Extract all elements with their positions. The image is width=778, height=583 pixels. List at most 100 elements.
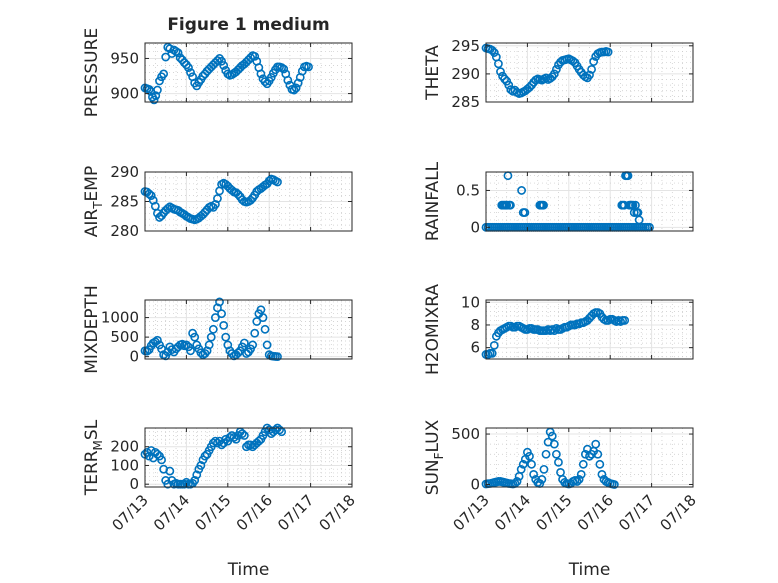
data-point: [248, 340, 258, 350]
data-point: [283, 75, 293, 85]
data-point: [262, 340, 272, 350]
data-point: [551, 65, 561, 74]
data-point: [210, 313, 220, 322]
data-point: [213, 438, 222, 448]
figure-title: Figure 1 medium: [167, 15, 329, 35]
x-tick-label: 07/13: [109, 491, 152, 534]
x-tick-label: 07/15: [532, 491, 575, 534]
data-point: [593, 449, 603, 459]
data-point: [529, 469, 539, 479]
data-point: [549, 326, 559, 336]
x-tick-label: 07/13: [450, 491, 493, 534]
data-point: [279, 64, 289, 74]
data-point: [500, 74, 510, 84]
data-point: [293, 78, 303, 88]
data-point: [527, 459, 536, 469]
y-axis-label: RAINFALL: [423, 161, 443, 241]
data-point: [487, 45, 497, 55]
y-tick-label: 500: [110, 328, 139, 346]
data-point: [165, 466, 175, 476]
y-tick-label: 285: [110, 193, 139, 211]
data-point: [572, 477, 582, 486]
axes-frame: [144, 299, 353, 360]
y-tick-label: 0: [129, 348, 139, 366]
data-point: [260, 324, 270, 334]
subplot-pressure: 900 950 PRESSURE: [82, 28, 353, 117]
data-point: [576, 469, 586, 479]
data-point: [547, 431, 557, 441]
data-point: [516, 464, 526, 474]
axes-frame: [485, 171, 694, 232]
data-point: [250, 328, 260, 338]
data-series: [140, 174, 282, 225]
data-point: [221, 332, 231, 342]
data-point: [506, 200, 515, 210]
y-axis-label-sub: M: [91, 440, 105, 450]
data-point: [254, 436, 264, 446]
y-axis-label: SUNFLUX: [423, 419, 446, 495]
data-point: [258, 313, 268, 322]
x-tick-label: 07/15: [191, 491, 234, 534]
x-axis-label: Time: [568, 560, 611, 580]
data-point: [549, 439, 559, 449]
data-point: [504, 80, 514, 90]
data-point: [144, 84, 154, 94]
grid: [485, 300, 694, 359]
data-point: [518, 459, 528, 469]
data-point: [200, 451, 210, 461]
x-tick-label: 07/17: [615, 491, 658, 534]
data-point: [153, 85, 162, 95]
data-point: [246, 195, 255, 205]
y-axis-label: TERRMSL: [82, 419, 105, 496]
data-point: [242, 442, 251, 452]
data-point: [554, 457, 563, 467]
y-tick-label: 0: [470, 218, 480, 236]
data-point: [595, 459, 605, 469]
y-axis-label-rest: EMP: [82, 166, 102, 202]
data-point: [221, 434, 231, 444]
y-tick-label: 0.5: [456, 181, 480, 199]
subplot-h2omixra: 6 8 10 H2OMIXRA: [423, 284, 694, 375]
y-tick-label: 500: [451, 425, 480, 443]
data-point: [239, 431, 249, 440]
y-axis-label: H2OMIXRA: [423, 284, 443, 375]
data-point: [634, 215, 644, 225]
y-tick-label: 295: [451, 37, 480, 55]
data-point: [589, 57, 599, 66]
subplot-terr_msl: 0100200TERRMSL07/1307/1407/1507/1607/170…: [82, 419, 359, 580]
data-point: [266, 73, 276, 82]
data-point: [512, 477, 522, 486]
data-point: [204, 340, 214, 350]
y-axis-label-rest: SL: [82, 419, 102, 440]
data-point: [186, 68, 195, 77]
data-point: [151, 91, 161, 101]
data-point: [163, 204, 173, 213]
y-tick-label: 290: [451, 65, 480, 83]
y-axis-label-rest: LUX: [423, 419, 443, 452]
y-tick-label: 280: [110, 222, 139, 240]
data-point: [215, 297, 224, 307]
data-point: [217, 440, 226, 450]
data-series: [481, 308, 630, 359]
data-point: [487, 348, 497, 358]
data-point: [146, 191, 156, 200]
data-point: [155, 76, 164, 86]
x-tick-label: 07/14: [491, 491, 534, 534]
y-axis-label-sub: F: [432, 452, 446, 459]
y-axis-label: MIXDEPTH: [82, 285, 102, 374]
data-point: [609, 480, 619, 489]
x-tick-label: 07/16: [233, 491, 276, 534]
plot-area: [144, 427, 353, 488]
data-point: [250, 51, 260, 61]
y-axis-label-main: TERR: [82, 450, 102, 496]
y-axis-label: PRESSURE: [82, 28, 102, 117]
data-point: [181, 340, 191, 350]
y-tick-label: 6: [470, 339, 480, 357]
data-point: [144, 451, 154, 461]
y-tick-label: 0: [129, 475, 139, 493]
data-point: [184, 63, 193, 72]
data-point: [549, 69, 559, 79]
data-point: [153, 335, 162, 345]
data-point: [603, 47, 613, 57]
data-point: [173, 48, 183, 58]
